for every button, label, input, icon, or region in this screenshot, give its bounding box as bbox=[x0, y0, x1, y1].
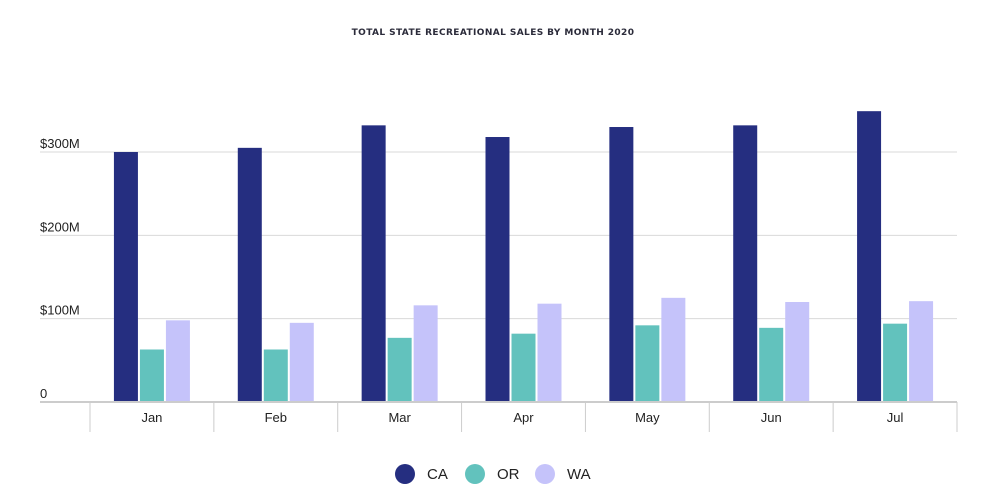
bar-ca-jan bbox=[113, 152, 138, 402]
bar-or-may bbox=[635, 325, 660, 402]
x-tick-label-may: May bbox=[635, 410, 660, 425]
legend-swatch-ca bbox=[395, 464, 415, 484]
bar-wa-may bbox=[661, 297, 686, 402]
legend-swatch-or bbox=[465, 464, 485, 484]
x-tick-label-jan: Jan bbox=[141, 410, 162, 425]
bar-or-jan bbox=[139, 349, 164, 402]
bar-ca-jun bbox=[733, 125, 758, 403]
bars bbox=[113, 111, 934, 403]
bar-wa-jun bbox=[785, 302, 810, 402]
chart-title: TOTAL STATE RECREATIONAL SALES BY MONTH … bbox=[351, 28, 635, 38]
y-tick-label: $100M bbox=[40, 303, 80, 318]
bar-or-jul bbox=[883, 323, 908, 402]
x-tick-label-jun: Jun bbox=[761, 410, 782, 425]
legend-label-wa: WA bbox=[567, 466, 591, 483]
y-axis-labels: 0 $100M $200M $300M bbox=[40, 136, 80, 401]
legend-label-ca: CA bbox=[427, 466, 448, 483]
bar-or-apr bbox=[511, 333, 536, 402]
y-tick-label: 0 bbox=[40, 386, 47, 401]
bar-or-jun bbox=[759, 327, 784, 402]
x-tick-label-apr: Apr bbox=[513, 410, 534, 425]
legend: CA OR WA bbox=[395, 464, 591, 484]
bar-wa-apr bbox=[537, 303, 562, 402]
y-tick-label: $300M bbox=[40, 136, 80, 151]
bar-ca-apr bbox=[485, 137, 510, 402]
legend-swatch-wa bbox=[535, 464, 555, 484]
bar-ca-feb bbox=[237, 147, 262, 402]
bar-ca-jul bbox=[857, 111, 882, 403]
bar-or-feb bbox=[263, 349, 288, 402]
bar-ca-mar bbox=[361, 125, 386, 403]
bar-or-mar bbox=[387, 337, 412, 402]
legend-label-or: OR bbox=[497, 466, 520, 483]
x-tick-label-jul: Jul bbox=[887, 410, 904, 425]
x-axis: Jan Feb Mar Apr May Jun Jul bbox=[40, 401, 958, 432]
x-tick-label-mar: Mar bbox=[388, 410, 411, 425]
bar-wa-feb bbox=[289, 322, 314, 402]
bar-ca-may bbox=[609, 127, 634, 403]
bar-wa-jan bbox=[165, 320, 190, 402]
bar-wa-jul bbox=[909, 301, 934, 402]
x-tick-label-feb: Feb bbox=[265, 410, 287, 425]
y-tick-label: $200M bbox=[40, 219, 80, 234]
bar-wa-mar bbox=[413, 305, 438, 402]
